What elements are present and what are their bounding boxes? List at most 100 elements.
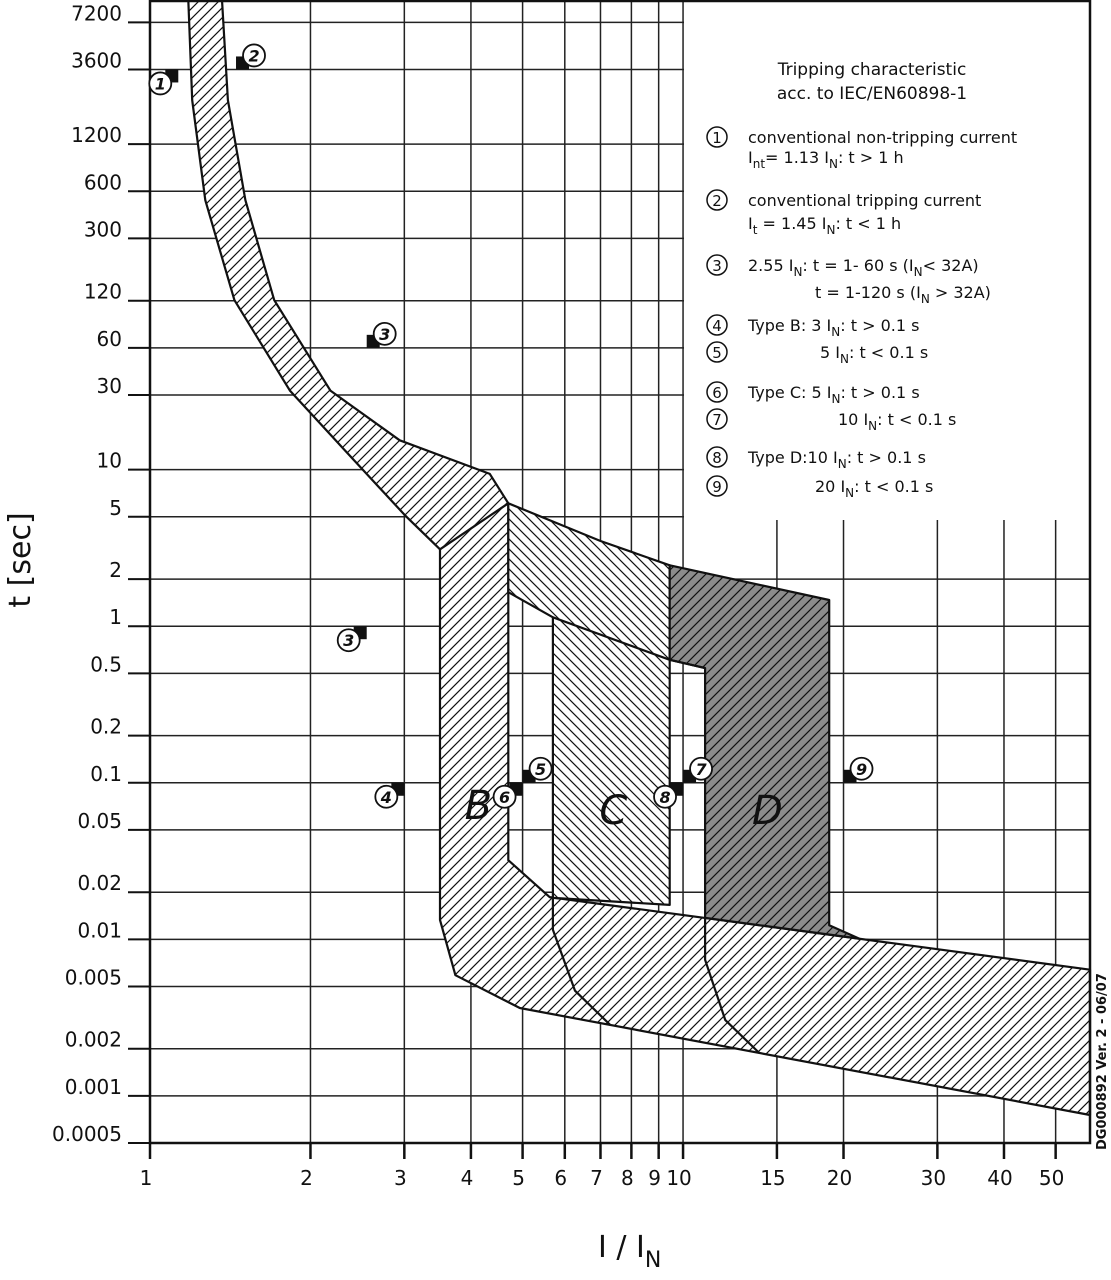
- marker-circle: [372, 321, 397, 346]
- legend-subscript: nt: [753, 157, 766, 171]
- y-tick-label: 60: [97, 327, 122, 351]
- plot-frame: [148, 0, 1092, 1145]
- legend-text: 20 IN: t < 0.1 s: [815, 477, 933, 500]
- legend-run: : t > 1 h: [838, 148, 904, 167]
- legend-run: : t > 0.1 s: [840, 383, 919, 402]
- tripping-band: [507, 502, 671, 906]
- y-tick-label: 600: [84, 170, 122, 194]
- x-axis-title: I / IN: [598, 1230, 661, 1273]
- y-axis-title: t [sec]: [3, 512, 38, 607]
- y-tick-label: 5: [109, 496, 122, 520]
- legend-number-circle: [706, 189, 728, 211]
- legend-number-circle: [706, 341, 728, 363]
- x-tick-label: 40: [987, 1166, 1012, 1190]
- legend-run: < 32A): [923, 256, 979, 275]
- legend-run: Type C: 5 I: [747, 383, 831, 402]
- legend-text: 5 IN: t < 0.1 s: [820, 343, 928, 366]
- x-tick-label: 7: [590, 1166, 603, 1190]
- legend-text: 10 IN: t < 0.1 s: [838, 410, 956, 433]
- legend-number-circle: [706, 126, 728, 148]
- marker-label: 7: [695, 760, 707, 779]
- legend-run: : t < 1 h: [835, 214, 901, 233]
- legend-run: : t > 0.1 s: [840, 316, 919, 335]
- marker-circle: [148, 71, 173, 96]
- y-tick-label: 2: [109, 558, 122, 582]
- marker-circle: [242, 43, 266, 68]
- legend-subscript: t: [753, 223, 758, 237]
- y-tick-label: 0.001: [65, 1075, 122, 1099]
- legend-number-circle: [706, 314, 728, 336]
- region-label: B: [465, 783, 492, 829]
- legend-run: t = 1-120 s (I: [815, 283, 921, 302]
- marker-label: 1: [155, 74, 166, 93]
- legend-text: 2.55 IN: t = 1- 60 s (IN< 32A): [748, 256, 979, 279]
- x-tick-label: 2: [300, 1166, 313, 1190]
- marker-circle: [849, 756, 874, 781]
- marker-label: 4: [380, 788, 392, 807]
- legend-run: : t < 0.1 s: [854, 477, 933, 496]
- x-tick-label: 1: [140, 1166, 153, 1190]
- legend-text: Type D:10 IN: t > 0.1 s: [747, 448, 926, 471]
- legend-run: I: [748, 148, 753, 167]
- y-tick-label: 0.002: [65, 1028, 122, 1052]
- legend-subscript: N: [845, 486, 854, 500]
- x-tick-label: 15: [760, 1166, 785, 1190]
- legend-number-circle: [706, 446, 728, 468]
- legend-number: 1: [712, 129, 722, 147]
- y-tick-label: 0.05: [77, 809, 122, 833]
- y-tick-label: 0.0005: [52, 1122, 122, 1146]
- legend-subscript: N: [868, 419, 877, 433]
- band-outline: [551, 897, 611, 1026]
- marker-circle: [689, 756, 713, 781]
- x-tick-label: 30: [921, 1166, 946, 1190]
- legend-run: 20 I: [815, 477, 845, 496]
- legend-subscript: N: [831, 392, 840, 406]
- band-outline: [552, 616, 706, 670]
- y-tick-label: 0.005: [65, 965, 122, 989]
- legend-subscript: N: [921, 292, 930, 306]
- marker-label: 2: [248, 46, 259, 65]
- marker-label: 6: [499, 788, 510, 807]
- legend-run: = 1.13 I: [765, 148, 829, 167]
- x-tick-label: 3: [394, 1166, 407, 1190]
- legend-run: : t < 0.1 s: [877, 410, 956, 429]
- y-tick-label: 7200: [71, 1, 122, 25]
- x-tick-label: 8: [621, 1166, 634, 1190]
- legend-text: It = 1.45 IN: t < 1 h: [748, 214, 901, 237]
- y-tick-label: 300: [84, 217, 122, 241]
- legend-subscript: N: [793, 265, 802, 279]
- legend-run: > 32A): [930, 283, 991, 302]
- marker-label: 3: [379, 325, 390, 344]
- region-label: D: [752, 788, 783, 834]
- y-tick-label: 0.5: [90, 652, 122, 676]
- legend-number: 7: [712, 411, 722, 429]
- legend-number-circle: [706, 408, 728, 430]
- y-tick-label: 30: [97, 374, 122, 398]
- legend-run: : t = 1- 60 s (I: [802, 256, 913, 275]
- legend-text: conventional non-tripping current: [748, 128, 1017, 147]
- x-axis-title-subscript: N: [645, 1248, 661, 1273]
- legend-number: 6: [712, 384, 722, 402]
- x-axis-title-main: I / I: [598, 1230, 645, 1265]
- legend-text: Type B: 3 IN: t > 0.1 s: [747, 316, 919, 339]
- legend-number: 8: [712, 449, 722, 467]
- legend-number: 9: [712, 478, 722, 496]
- legend-run: : t < 0.1 s: [849, 343, 928, 362]
- marker-circle: [492, 784, 517, 809]
- legend-title: Tripping characteristic: [777, 60, 967, 80]
- marker-label: 9: [856, 760, 867, 779]
- y-tick-label: 0.1: [90, 762, 122, 786]
- legend-title: acc. to IEC/EN60898-1: [777, 84, 967, 104]
- y-tick-label: 0.2: [90, 715, 122, 739]
- legend-subscript: N: [829, 157, 838, 171]
- marker-label: 8: [659, 788, 670, 807]
- x-tick-label: 20: [827, 1166, 852, 1190]
- legend-run: = 1.45 I: [757, 214, 826, 233]
- marker-label: 5: [535, 760, 546, 779]
- legend-number: 2: [712, 192, 722, 210]
- legend-subscript: N: [831, 325, 840, 339]
- y-tick-label: 0.02: [77, 871, 122, 895]
- legend-subscript: N: [840, 352, 849, 366]
- legend-number: 4: [712, 317, 722, 335]
- x-tick-label: 10: [666, 1166, 691, 1190]
